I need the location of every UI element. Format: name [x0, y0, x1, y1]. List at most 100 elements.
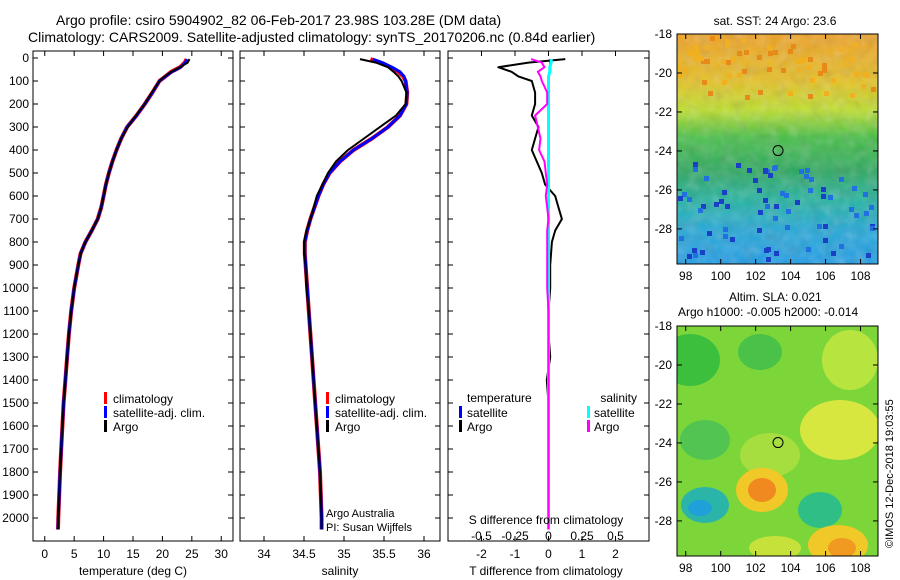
sst-pixel — [693, 162, 698, 167]
sst-pixel — [824, 91, 829, 96]
sst-pixel — [854, 213, 859, 218]
sst-pixel — [799, 169, 804, 174]
series-line-argo — [303, 58, 408, 530]
sst-pixel — [781, 68, 786, 73]
salinity-legend: climatology satellite-adj. clim. Argo — [326, 392, 427, 434]
sst-pixel — [725, 43, 730, 48]
temperature-panel-frame — [32, 50, 234, 542]
sst-pixel — [823, 224, 828, 229]
sst-pixel — [678, 196, 683, 201]
sst-pixel — [821, 194, 826, 199]
sst-pixel — [736, 163, 741, 168]
credit-line2: PI: Susan Wijffels — [326, 522, 412, 534]
pressure-tick-label: 1300 — [2, 350, 29, 364]
sst-pixel — [831, 251, 836, 256]
map-y-tick-label: -20 — [655, 66, 673, 80]
sst-pixel — [700, 250, 705, 255]
sst-pixel — [737, 51, 742, 56]
map-y-tick-label: -28 — [655, 222, 673, 236]
sst-pixel — [821, 187, 826, 192]
sst-pixel — [721, 59, 726, 64]
sst-pixel — [722, 80, 727, 85]
legend-label-s-argo: Argo — [594, 420, 620, 434]
pressure-tick-label: 1700 — [2, 442, 29, 456]
pressure-tick-label: 800 — [9, 235, 29, 249]
legend-swatch-s-argo — [587, 420, 590, 432]
map-y-tick-label: -20 — [655, 358, 673, 372]
legend-label-argo: Argo — [335, 420, 361, 434]
map-y-tick-label: -22 — [655, 105, 673, 119]
map-y-tick-label: -26 — [655, 183, 673, 197]
difference-temperature-legend: temperature satellite Argo — [459, 391, 532, 434]
salinity-panel-frame — [239, 50, 441, 542]
sst-pixel — [687, 254, 692, 259]
sst-pixel — [710, 36, 715, 41]
sst-map-frame — [676, 33, 879, 265]
x-tick-label: 10 — [97, 547, 111, 561]
temperature-legend: climatology satellite-adj. clim. Argo — [104, 392, 205, 434]
sst-pixel — [693, 253, 698, 258]
sst-pixel — [687, 197, 692, 202]
sst-pixel — [774, 251, 779, 256]
sla-blob — [822, 330, 878, 390]
x-tick-label: 25 — [185, 547, 199, 561]
pressure-tick-label: 200 — [9, 97, 29, 111]
sst-pixel — [692, 248, 697, 253]
series-line-satellite-adj-clim- — [56, 58, 189, 530]
salinity-axis: 34 34.5 35 35.5 36 — [257, 51, 431, 561]
pressure-tick-label: 1400 — [2, 373, 29, 387]
legend-label-climatology: climatology — [335, 392, 395, 406]
sst-pixel — [796, 59, 801, 64]
sla-blob — [677, 334, 720, 386]
figure-title-line2: Climatology: CARS2009. Satellite-adjuste… — [28, 29, 595, 45]
sst-pixel — [705, 59, 710, 64]
x-tick-label: -2 — [476, 547, 487, 561]
sst-pixel — [719, 199, 724, 204]
pressure-tick-label: 1500 — [2, 396, 29, 410]
sst-pixel — [822, 68, 827, 73]
sst-pixel — [725, 204, 730, 209]
series-line-temperature-argo — [497, 58, 566, 530]
pressure-tick-label: 1800 — [2, 465, 29, 479]
legend-swatch-climatology — [326, 392, 329, 404]
sst-pixel — [768, 51, 773, 56]
sst-pixel — [773, 50, 778, 55]
x-tick-label: -1 — [510, 547, 521, 561]
sst-pixel — [694, 49, 699, 54]
legend-swatch-s-satellite — [587, 406, 590, 418]
sst-pixel — [744, 50, 749, 55]
sla-map-image — [677, 326, 878, 556]
sst-pixel — [774, 204, 779, 209]
sst-pixel — [853, 42, 858, 47]
t-difference-xlabel: T difference from climatology — [469, 564, 623, 578]
sst-pixel — [839, 244, 844, 249]
sla-map-frame — [676, 325, 879, 557]
sst-pixel — [767, 45, 772, 50]
legend-title-temperature: temperature — [467, 391, 532, 405]
pressure-tick-label: 1200 — [2, 327, 29, 341]
sst-pixel — [723, 227, 728, 232]
sst-pixel — [698, 208, 703, 213]
sst-pixel — [683, 68, 688, 73]
sst-map-title: sat. SST: 24 Argo: 23.6 — [714, 14, 837, 28]
sst-pixel — [707, 231, 712, 236]
sst-pixel — [804, 174, 809, 179]
sst-pixel — [722, 190, 727, 195]
sla-blob — [749, 536, 801, 556]
sla-blob — [740, 433, 800, 477]
sla-low — [798, 492, 842, 528]
pressure-tick-label: 100 — [9, 74, 29, 88]
sst-pixel — [731, 57, 736, 62]
map-y-tick-label: -18 — [655, 319, 673, 333]
sst-pixel — [849, 207, 854, 212]
sst-pixel — [730, 237, 735, 242]
sst-pixel — [788, 91, 793, 96]
map-x-tick-label: 98 — [679, 269, 693, 283]
x-tick-label: 34 — [257, 547, 271, 561]
sst-pixel — [839, 177, 844, 182]
x-tick-label: 35.5 — [372, 547, 396, 561]
sst-pixel — [726, 60, 731, 65]
sst-pixel — [763, 168, 768, 173]
sla-map-subtitle: Argo h1000: -0.005 h2000: -0.014 — [678, 305, 858, 319]
